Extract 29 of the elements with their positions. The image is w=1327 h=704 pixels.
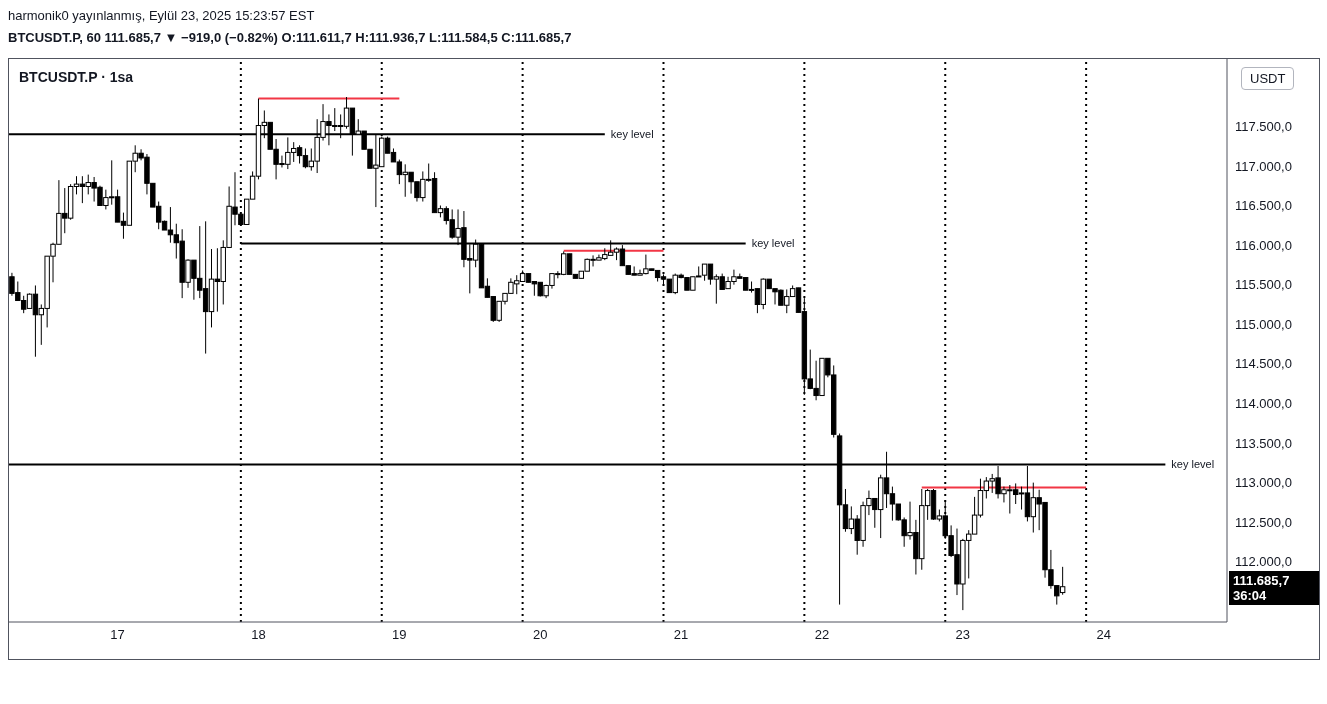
- y-tick-label: 114.500,0: [1235, 356, 1292, 372]
- series-label: key level: [610, 127, 654, 143]
- chart-title: harmonik0 yayınlanmış, Eylül 23, 2025 15:23:57 EST: [8, 8, 315, 23]
- x-tick-label: 21: [673, 627, 689, 643]
- y-tick-label: 114.000,0: [1235, 396, 1292, 412]
- x-tick-label: 22: [814, 627, 830, 643]
- x-tick-label: 18: [251, 627, 266, 643]
- y-tick-label: 112.000,0: [1235, 554, 1292, 570]
- x-tick-label: 17: [110, 627, 125, 643]
- x-tick-label: 20: [532, 627, 548, 643]
- x-tick-label: 24: [1096, 627, 1111, 643]
- y-tick-label: 117.000,0: [1235, 158, 1292, 174]
- text: 36:04: [1233, 587, 1268, 603]
- series-label: key level: [751, 236, 795, 252]
- x-tick-label: 19: [392, 627, 407, 643]
- y-tick-label: 113.000,0: [1235, 475, 1292, 491]
- y-tick-label: 115.000,0: [1235, 316, 1292, 332]
- annotation: BTCUSDT.P · 1sa: [19, 69, 134, 85]
- chart-subtitle: BTCUSDT.P, 60 111.685,7 ▼ −919,0 (−0.82%) O:111.611,7 H:111.936,7 L:111.584,5 C:111.685,7: [8, 30, 572, 45]
- y-tick-label: 116.000,0: [1235, 237, 1292, 253]
- y-tick-label: 115.500,0: [1235, 277, 1292, 293]
- y-tick-label: 112.500,0: [1235, 514, 1292, 530]
- x-tick-label: 23: [955, 627, 971, 643]
- series-label: key level: [1171, 457, 1215, 473]
- y-tick-label: 117.500,0: [1235, 118, 1292, 134]
- y-tick-label: 113.500,0: [1235, 435, 1292, 451]
- y-tick-label: 116.500,0: [1235, 198, 1292, 214]
- text: 111.685,7: [1233, 572, 1291, 588]
- y-axis-title: USDT: [1241, 67, 1295, 90]
